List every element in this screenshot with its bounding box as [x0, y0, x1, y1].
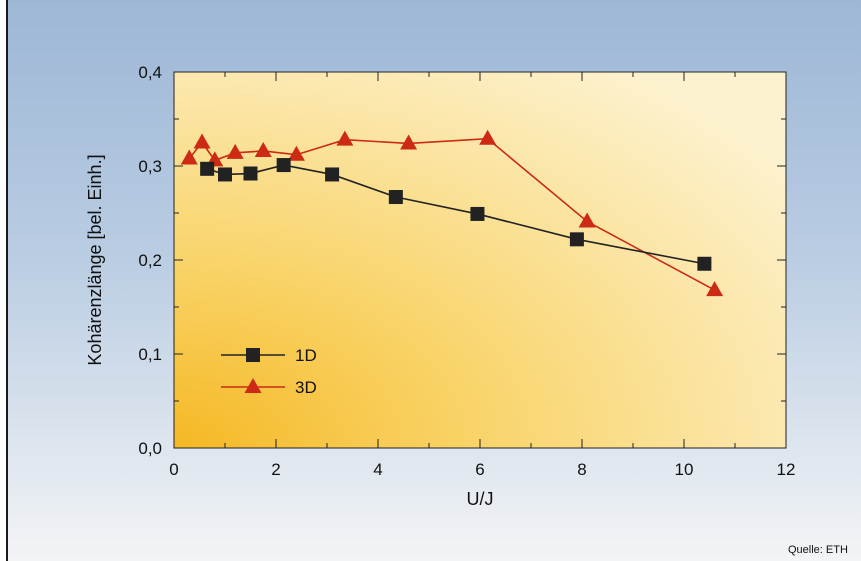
data-point-3d — [479, 129, 497, 145]
data-point-1d — [200, 161, 215, 176]
y-tick-label: 0,4 — [138, 63, 162, 82]
series-3d — [180, 129, 724, 297]
legend-label-1d: 1D — [295, 346, 317, 365]
data-point-1d — [569, 232, 584, 247]
y-axis-ticks: 0,0 0,1 0,2 0,3 0,4 — [138, 63, 786, 458]
left-border-line — [6, 0, 8, 561]
x-tick-label: 6 — [475, 460, 484, 479]
data-point-3d — [254, 141, 272, 157]
x-tick-label: 8 — [577, 460, 586, 479]
series-layer — [180, 129, 724, 297]
legend-label-3d: 3D — [295, 378, 317, 397]
x-axis-title: U/J — [467, 489, 494, 509]
y-axis-title: Kohärenzlänge [bel. Einh.] — [85, 154, 105, 365]
x-tick-label: 0 — [169, 460, 178, 479]
data-point-3d — [336, 130, 354, 146]
plot-area — [173, 71, 787, 449]
x-tick-label: 10 — [675, 460, 694, 479]
x-tick-label: 2 — [271, 460, 280, 479]
data-point-1d — [470, 206, 485, 221]
data-point-1d — [276, 158, 291, 173]
y-tick-label: 0,2 — [138, 251, 162, 270]
data-point-3d — [706, 281, 724, 297]
x-tick-label: 12 — [777, 460, 796, 479]
data-point-3d — [180, 149, 198, 165]
y-tick-label: 0,3 — [138, 157, 162, 176]
data-point-3d — [400, 134, 418, 150]
y-tick-label: 0,0 — [138, 439, 162, 458]
data-point-1d — [325, 167, 340, 182]
source-credit: Quelle: ETH — [788, 544, 848, 556]
data-point-3d — [578, 212, 596, 228]
data-point-1d — [218, 167, 232, 182]
data-point-3d — [287, 145, 305, 161]
data-point-3d — [193, 133, 211, 149]
x-axis-ticks: 0 2 4 6 8 10 12 — [169, 72, 795, 479]
x-tick-label: 4 — [373, 460, 382, 479]
legend-marker-3d — [244, 378, 262, 393]
series-1d — [200, 158, 712, 271]
data-point-1d — [388, 190, 403, 205]
legend: 1D 3D — [221, 346, 317, 397]
legend-marker-1d — [246, 348, 260, 362]
data-point-1d — [243, 166, 258, 181]
data-point-1d — [697, 256, 712, 271]
y-tick-label: 0,1 — [138, 345, 162, 364]
data-point-3d — [226, 143, 244, 159]
